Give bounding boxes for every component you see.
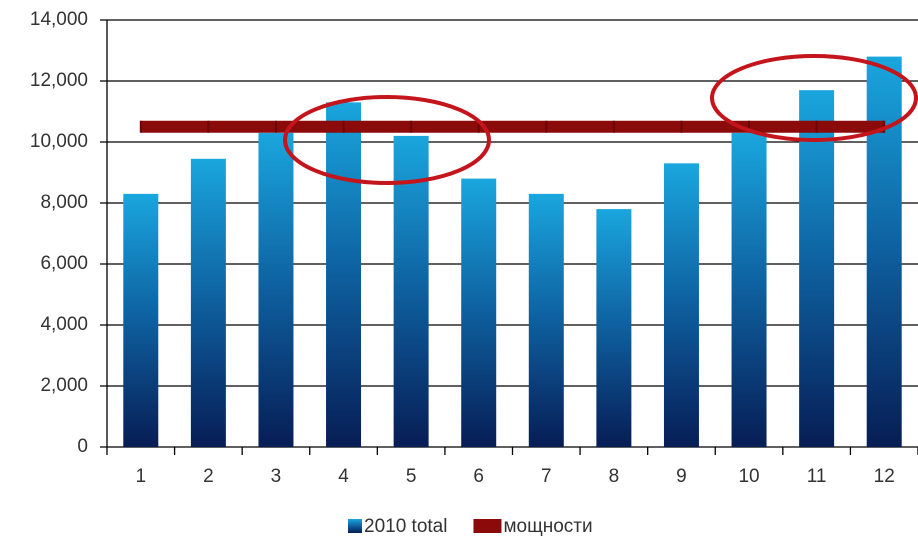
y-tick-label: 14,000: [30, 9, 88, 30]
bar: [258, 132, 294, 447]
bar: [123, 193, 159, 447]
y-tick-label: 10,000: [30, 131, 88, 152]
y-tick-label: 4,000: [40, 314, 88, 335]
bar: [190, 158, 226, 447]
bar: [596, 209, 632, 447]
bar: [461, 178, 497, 447]
y-tick-label: 6,000: [40, 253, 88, 274]
bar: [393, 135, 429, 447]
x-tick-label: 6: [473, 466, 484, 487]
bar: [799, 90, 835, 448]
highlight-ellipse: [283, 95, 491, 185]
y-tick-label: 2,000: [40, 375, 88, 396]
bar: [866, 56, 902, 447]
x-tick-label: 12: [874, 466, 895, 487]
bar: [326, 102, 362, 447]
legend-label: мощности: [503, 516, 592, 537]
x-tick-label: 11: [807, 466, 827, 487]
y-tick-label: 8,000: [40, 192, 88, 213]
x-tick-label: 4: [338, 466, 349, 487]
x-tick-label: 5: [406, 466, 417, 487]
x-tick-label: 2: [203, 466, 214, 487]
bar: [731, 132, 767, 447]
bar: [528, 193, 564, 447]
legend-swatch: [348, 519, 362, 533]
legend-swatch: [473, 519, 502, 533]
highlight-ellipse: [710, 54, 918, 142]
x-tick-label: 8: [609, 466, 620, 487]
legend-label: 2010 total: [364, 516, 447, 537]
x-tick-label: 1: [136, 466, 147, 487]
y-tick-label: 12,000: [30, 70, 88, 91]
x-tick-label: 10: [738, 466, 759, 487]
x-tick-label: 7: [541, 466, 552, 487]
bar: [663, 163, 699, 447]
x-tick-label: 9: [676, 466, 687, 487]
x-tick-label: 3: [271, 466, 282, 487]
y-tick-label: 0: [77, 436, 88, 457]
